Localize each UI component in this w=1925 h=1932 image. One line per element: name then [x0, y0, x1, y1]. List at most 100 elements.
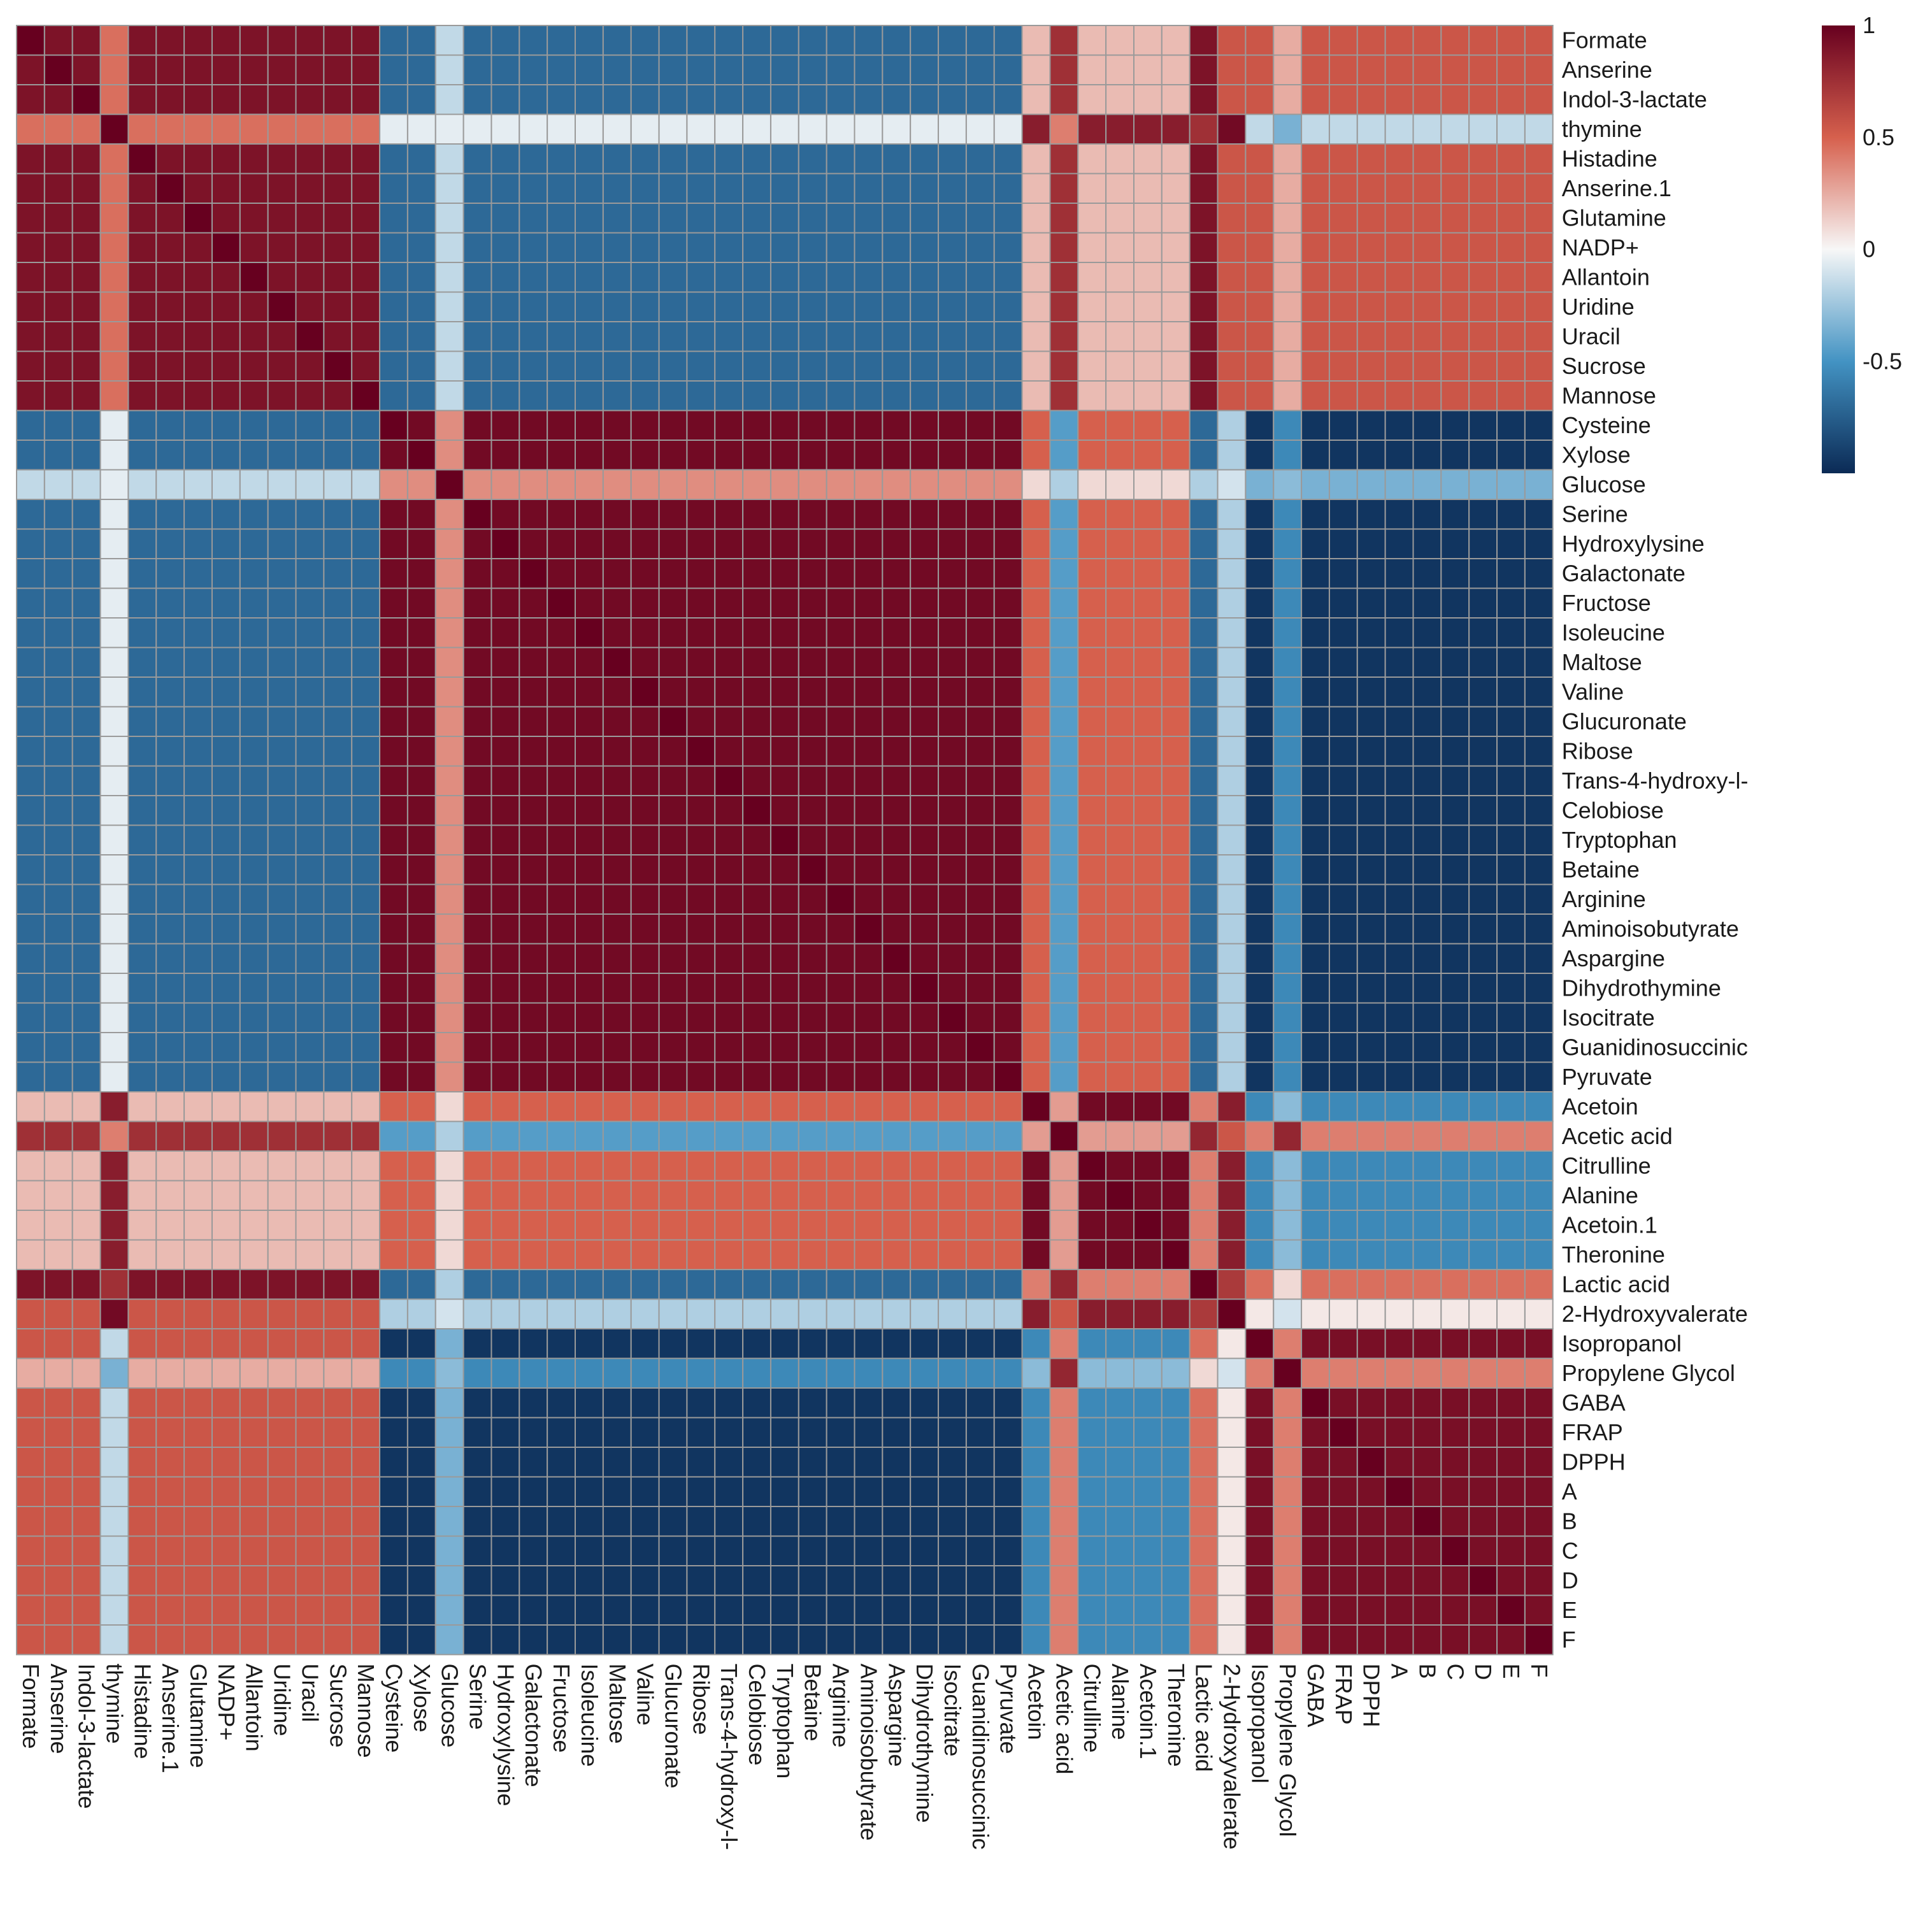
heatmap-cell	[1440, 469, 1470, 500]
heatmap-cell	[490, 854, 520, 885]
heatmap-cell	[1468, 1447, 1498, 1478]
heatmap-cell	[127, 706, 157, 737]
heatmap-cell	[769, 232, 799, 263]
heatmap-cell	[854, 1328, 884, 1359]
heatmap-cell	[1077, 1357, 1107, 1389]
heatmap-cell	[1440, 1120, 1470, 1152]
heatmap-cell	[1245, 350, 1275, 382]
heatmap-cell	[769, 617, 799, 648]
heatmap-cell	[1328, 25, 1358, 56]
heatmap-cell	[1384, 1298, 1414, 1329]
column-label: Isopropanol	[1247, 1664, 1273, 1784]
heatmap-cell	[602, 824, 632, 855]
heatmap-cell	[1496, 1535, 1526, 1566]
row-label: Sucrose	[1562, 353, 1646, 379]
heatmap-cell	[1077, 736, 1107, 767]
heatmap-cell	[1077, 84, 1107, 115]
heatmap-cell	[965, 558, 995, 589]
heatmap-cell	[1440, 1594, 1470, 1626]
heatmap-cell	[379, 1357, 408, 1389]
heatmap-cell	[1217, 1091, 1247, 1122]
heatmap-cell	[490, 736, 520, 767]
heatmap-cell	[1189, 1120, 1219, 1152]
heatmap-cell	[434, 824, 464, 855]
heatmap-cell	[1077, 1210, 1107, 1241]
heatmap-cell	[1496, 143, 1526, 175]
heatmap-cell	[1384, 528, 1414, 559]
column-label: Uracil	[297, 1664, 323, 1722]
heatmap-cell	[602, 203, 632, 234]
heatmap-cell	[183, 647, 213, 678]
heatmap-cell	[742, 410, 771, 441]
heatmap-cell	[993, 1357, 1023, 1389]
heatmap-cell	[434, 765, 464, 796]
heatmap-cell	[882, 1298, 912, 1329]
heatmap-cell	[1049, 795, 1079, 826]
heatmap-cell	[1524, 1535, 1554, 1566]
heatmap-cell	[1217, 617, 1247, 648]
heatmap-cell	[519, 1417, 548, 1448]
heatmap-cell	[1021, 558, 1051, 589]
heatmap-cell	[127, 113, 157, 145]
heatmap-cell	[43, 84, 73, 115]
heatmap-cell	[16, 469, 45, 500]
heatmap-cell	[1273, 854, 1303, 885]
heatmap-cell	[1105, 1535, 1135, 1566]
heatmap-cell	[854, 913, 884, 945]
heatmap-cell	[71, 1447, 101, 1478]
heatmap-cell	[519, 1120, 548, 1152]
heatmap-cell	[1161, 1417, 1191, 1448]
heatmap-cell	[462, 943, 492, 974]
heatmap-cell	[1356, 973, 1386, 1004]
heatmap-cell	[854, 1032, 884, 1063]
heatmap-cell	[1468, 1091, 1498, 1122]
heatmap-cell	[351, 380, 381, 411]
heatmap-cell	[295, 1594, 325, 1626]
heatmap-cell	[379, 1210, 408, 1241]
heatmap-cell	[1105, 824, 1135, 855]
heatmap-cell	[1217, 143, 1247, 175]
heatmap-cell	[993, 25, 1023, 56]
heatmap-cell	[155, 1387, 185, 1419]
heatmap-cell	[965, 736, 995, 767]
heatmap-cell	[1412, 203, 1442, 234]
heatmap-cell	[155, 1506, 185, 1537]
heatmap-cell	[99, 1210, 129, 1241]
heatmap-cell	[993, 647, 1023, 678]
heatmap-cell	[602, 736, 632, 767]
heatmap-cell	[1468, 113, 1498, 145]
heatmap-cell	[1105, 913, 1135, 945]
heatmap-cell	[826, 913, 855, 945]
column-label: Formate	[18, 1664, 44, 1749]
heatmap-cell	[267, 913, 297, 945]
heatmap-cell	[1468, 469, 1498, 500]
heatmap-cell	[714, 1210, 744, 1241]
heatmap-cell	[630, 1535, 660, 1566]
heatmap-cell	[1077, 1150, 1107, 1182]
heatmap-cell	[1189, 440, 1219, 471]
heatmap-cell	[993, 1239, 1023, 1270]
heatmap-cell	[993, 499, 1023, 530]
heatmap-cell	[43, 1002, 73, 1033]
heatmap-cell	[1496, 350, 1526, 382]
heatmap-cell	[882, 913, 912, 945]
heatmap-cell	[714, 558, 744, 589]
heatmap-cell	[965, 1239, 995, 1270]
heatmap-cell	[295, 647, 325, 678]
heatmap-cell	[434, 410, 464, 441]
heatmap-cell	[1133, 499, 1163, 530]
heatmap-cell	[798, 410, 827, 441]
heatmap-cell	[938, 587, 967, 619]
heatmap-cell	[434, 1565, 464, 1596]
heatmap-cell	[1077, 943, 1107, 974]
heatmap-cell	[1245, 1239, 1275, 1270]
heatmap-cell	[1105, 1624, 1135, 1656]
heatmap-cell	[882, 1150, 912, 1182]
heatmap-cell	[43, 1032, 73, 1063]
heatmap-cell	[127, 1417, 157, 1448]
heatmap-cell	[1468, 232, 1498, 263]
heatmap-cell	[16, 1091, 45, 1122]
heatmap-cell	[434, 676, 464, 708]
heatmap-cell	[155, 499, 185, 530]
heatmap-cell	[965, 1417, 995, 1448]
